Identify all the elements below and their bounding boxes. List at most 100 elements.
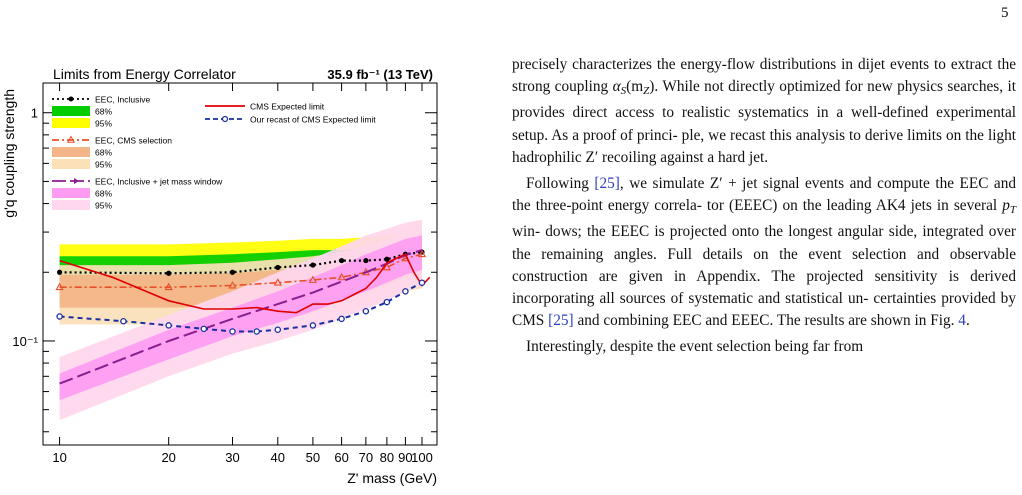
- y-tick-label: 10⁻¹: [12, 334, 38, 349]
- series-4-point: [362, 307, 370, 315]
- legend-marker: [68, 96, 74, 102]
- limits-chart: Limits from Energy Correlator 35.9 fb⁻¹ …: [0, 60, 470, 490]
- p2-line6: on the event selection and observable co…: [512, 245, 1016, 285]
- x-axis-label: Z' mass (GeV): [347, 470, 437, 486]
- legend-swatch: [52, 200, 90, 210]
- x-tick-label: 10: [52, 450, 66, 465]
- series-1-point: [164, 282, 173, 291]
- figure-4-link[interactable]: 4: [958, 312, 966, 330]
- x-tick-label: 50: [306, 450, 320, 465]
- p2-line9-pre: certainties provided by CMS: [512, 290, 1016, 330]
- legend-label: 95%: [95, 119, 112, 129]
- x-tick-label: 100: [411, 450, 433, 465]
- p2-line2: compute the EEC and the three-point ener…: [512, 175, 1016, 215]
- legend-label: 95%: [95, 160, 112, 170]
- y-axis-ticks: 10⁻¹ 1: [12, 106, 437, 433]
- p1-line5: well-defined experimental setup. As a pr…: [512, 104, 1017, 144]
- citation-25-link[interactable]: [25]: [594, 175, 620, 193]
- x-tick-label: 70: [359, 450, 373, 465]
- legend-label: EEC, CMS selection: [95, 136, 172, 146]
- legend-swatch: [52, 147, 90, 157]
- series-line-0: [59, 251, 423, 275]
- pt-symbol: p: [1002, 197, 1010, 215]
- page-number: 5: [1001, 5, 1009, 21]
- y-axis-label: g'q coupling strength: [1, 89, 17, 218]
- y-tick-label: 1: [31, 106, 38, 121]
- x-tick-label: 40: [271, 450, 285, 465]
- p2-line8: incorporating all sources of systematic …: [512, 290, 869, 308]
- legend-marker: [74, 178, 79, 184]
- series-1-point: [417, 249, 427, 258]
- series-1-point: [55, 282, 64, 291]
- paragraph-3: Interestingly, despite the event selecti…: [512, 336, 1016, 358]
- p1-line2-end: ).: [649, 78, 659, 96]
- pt-subscript: T: [1009, 204, 1016, 217]
- chart-legend: EEC, Inclusive 68% 95% EEC, CMS selection 68…: [52, 95, 376, 211]
- series-0-point: [275, 264, 281, 271]
- series-4-point: [338, 315, 345, 323]
- text-column: precisely characterizes the energy-flow …: [512, 54, 1016, 359]
- p2-line7: given in Appendix. The projected sensiti…: [628, 267, 1016, 285]
- p1-line1: precisely characterizes the energy-flow …: [512, 56, 854, 73]
- series-4-point: [56, 313, 63, 320]
- series-4-point: [229, 328, 236, 335]
- band-jetmass_68: [59, 235, 422, 401]
- legend-label: CMS Expected limit: [250, 102, 325, 112]
- p1-line3: While not directly optimized for new phy…: [662, 78, 1004, 96]
- legend-label: 68%: [95, 189, 112, 199]
- legend-marker: [66, 135, 76, 143]
- p1-line2-post: (m: [626, 78, 644, 96]
- legend-label: Our recast of CMS Expected limit: [250, 115, 376, 125]
- mz-subscript: Z: [643, 85, 650, 98]
- paragraph-2: Following [25], we simulate Z′ + jet sig…: [512, 173, 1016, 332]
- p1-line7: hadrophilic Z′ recoiling against a hard …: [512, 148, 769, 166]
- limit-curves: [55, 249, 431, 385]
- p1-line6: ple, we recast this analysis to derive l…: [681, 126, 1016, 144]
- legend-label: EEC, Inclusive: [95, 95, 151, 105]
- series-0-point: [363, 257, 369, 264]
- citation-25-link-2[interactable]: [25]: [548, 312, 574, 330]
- x-tick-label: 80: [380, 450, 394, 465]
- series-4-point: [120, 317, 127, 325]
- paragraph-1: precisely characterizes the energy-flow …: [512, 54, 1016, 169]
- series-4-point: [402, 288, 409, 295]
- legend-label: 68%: [95, 148, 112, 158]
- series-1-point: [228, 280, 237, 289]
- series-1-point: [308, 275, 318, 283]
- legend-swatch: [52, 188, 90, 198]
- series-1-point: [273, 278, 282, 286]
- series-4-point: [383, 298, 391, 306]
- series-0-point: [229, 269, 236, 275]
- x-tick-label: 20: [161, 450, 175, 465]
- p3-line1: Interestingly, despite the event selecti…: [526, 338, 864, 356]
- p2-line10-post: .: [965, 312, 970, 330]
- p2-line9-post: and combining EEC: [573, 312, 702, 330]
- p2-line5: side, integrated over the remaining angl…: [512, 223, 1016, 263]
- chart-title-right: 35.9 fb⁻¹ (13 TeV): [327, 67, 433, 82]
- plot-frame: [42, 82, 438, 446]
- series-4-point: [274, 326, 282, 333]
- figure-limits-plot: Limits from Energy Correlator 35.9 fb⁻¹ …: [0, 60, 470, 490]
- p2-line1-post: , we simulate Z′ + jet signal events and: [619, 175, 872, 193]
- legend-swatch: [52, 118, 90, 128]
- p2-line4: dows; the EEEC is projected onto the lon…: [545, 223, 884, 241]
- series-0-point: [384, 256, 390, 262]
- legend-swatch: [52, 159, 90, 169]
- x-tick-label: 60: [334, 450, 348, 465]
- legend-marker: [221, 115, 229, 123]
- legend-label: 68%: [95, 107, 112, 117]
- series-4-point: [200, 325, 208, 333]
- p1-line4: it provides direct access to realistic s…: [512, 78, 1016, 122]
- legend-label: 95%: [95, 201, 112, 211]
- series-0-point: [310, 262, 316, 268]
- series-4-point: [253, 328, 261, 335]
- p2-line3-post: win-: [512, 223, 541, 241]
- p2-line3-pre: tor (EEEC) on the leading AK4 jets in se…: [706, 197, 1003, 215]
- series-0-point: [338, 257, 345, 264]
- series-4-point: [309, 322, 317, 329]
- x-tick-label: 90: [398, 450, 412, 465]
- x-tick-label: 30: [225, 450, 239, 465]
- series-0-point: [166, 270, 172, 276]
- legend-swatch: [52, 106, 90, 116]
